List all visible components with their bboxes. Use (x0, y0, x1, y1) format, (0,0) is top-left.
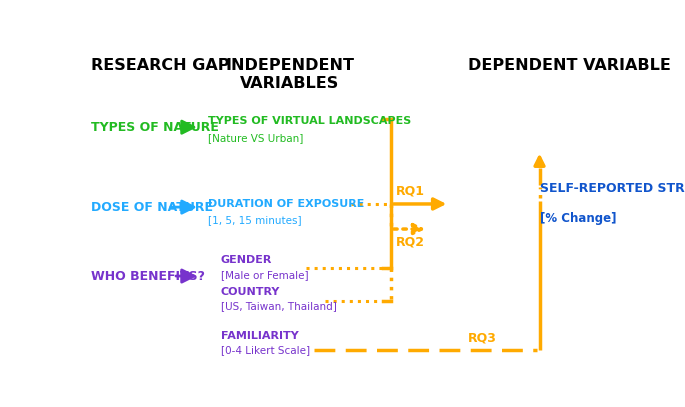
Text: [US, Taiwan, Thailand]: [US, Taiwan, Thailand] (221, 302, 337, 311)
Text: DURATION OF EXPOSURE: DURATION OF EXPOSURE (208, 199, 364, 209)
Text: RQ2: RQ2 (396, 235, 425, 248)
Text: WHO BENEFITS?: WHO BENEFITS? (91, 269, 205, 282)
Text: [1, 5, 15 minutes]: [1, 5, 15 minutes] (208, 214, 301, 225)
Text: [Nature VS Urban]: [Nature VS Urban] (208, 133, 303, 143)
Text: FAMILIARITY: FAMILIARITY (221, 330, 299, 341)
Text: RQ3: RQ3 (468, 331, 497, 344)
Text: INDEPENDENT
VARIABLES: INDEPENDENT VARIABLES (225, 58, 355, 91)
Text: RESEARCH GAP: RESEARCH GAP (91, 58, 229, 73)
Text: TYPES OF VIRTUAL LANDSCAPES: TYPES OF VIRTUAL LANDSCAPES (208, 116, 411, 126)
Text: [0-4 Likert Scale]: [0-4 Likert Scale] (221, 345, 310, 355)
Text: SELF-REPORTED STRESS: SELF-REPORTED STRESS (540, 182, 685, 195)
Text: DOSE OF NATURE: DOSE OF NATURE (91, 201, 213, 214)
Text: DEPENDENT VARIABLE: DEPENDENT VARIABLE (468, 58, 671, 73)
Text: [Male or Female]: [Male or Female] (221, 270, 309, 280)
Text: RQ1: RQ1 (396, 185, 425, 198)
Text: COUNTRY: COUNTRY (221, 287, 280, 297)
Text: [% Change]: [% Change] (540, 212, 616, 225)
Text: TYPES OF NATURE: TYPES OF NATURE (91, 121, 219, 133)
Text: GENDER: GENDER (221, 255, 273, 265)
